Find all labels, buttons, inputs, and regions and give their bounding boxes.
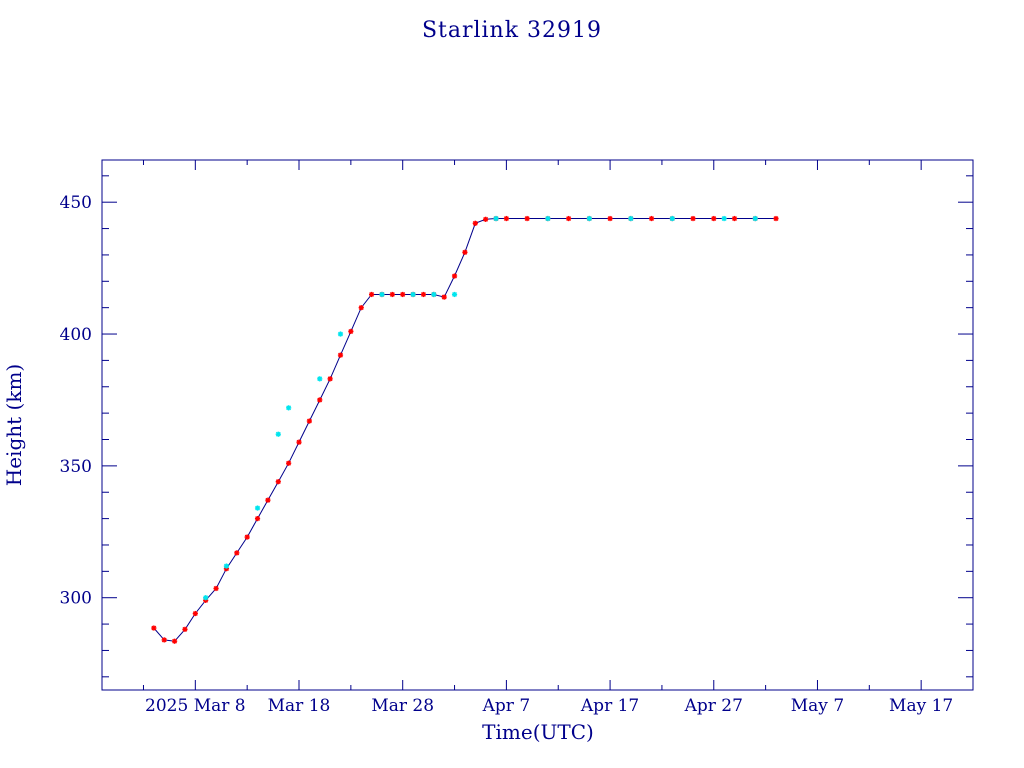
data-point xyxy=(752,215,758,222)
series-markers xyxy=(151,215,779,644)
y-tick-label: 350 xyxy=(60,457,92,477)
data-point xyxy=(348,328,354,334)
data-point xyxy=(358,305,364,311)
data-point xyxy=(462,249,468,255)
data-point xyxy=(244,534,250,540)
data-point xyxy=(721,215,727,222)
data-point xyxy=(441,294,447,300)
data-point xyxy=(254,505,261,511)
x-tick-label: Apr 17 xyxy=(580,696,639,716)
x-tick-label: Apr 27 xyxy=(684,696,743,716)
data-point xyxy=(545,215,551,222)
data-point xyxy=(669,215,675,222)
data-point xyxy=(265,497,271,503)
data-point xyxy=(628,215,634,222)
data-point xyxy=(379,291,385,298)
data-point xyxy=(286,405,292,411)
data-point xyxy=(234,550,240,556)
x-axis-ticks xyxy=(142,160,974,690)
y-axis-ticks xyxy=(102,175,973,678)
data-point xyxy=(223,563,230,569)
data-point xyxy=(493,215,499,222)
data-point xyxy=(182,626,188,632)
plot-frame xyxy=(101,159,974,691)
x-tick-label: 2025 Mar 8 xyxy=(145,696,246,716)
data-point xyxy=(286,460,292,466)
y-axis-tick-labels: 300 350 400 450 xyxy=(60,193,92,609)
chart-title: Starlink 32919 xyxy=(422,18,602,43)
data-point xyxy=(400,291,406,298)
data-point xyxy=(254,516,261,522)
data-point xyxy=(586,215,592,222)
data-point xyxy=(171,638,178,644)
data-point xyxy=(566,215,572,222)
x-tick-label: Apr 7 xyxy=(482,696,531,716)
data-point xyxy=(213,585,219,592)
y-tick-label: 300 xyxy=(60,589,92,609)
data-point xyxy=(503,215,509,222)
x-axis-label: Time(UTC) xyxy=(482,720,594,744)
data-point xyxy=(317,397,323,403)
data-point xyxy=(731,215,738,222)
x-tick-label: Mar 18 xyxy=(268,696,331,716)
x-tick-label: May 7 xyxy=(791,696,844,716)
data-point xyxy=(368,291,375,298)
data-point xyxy=(275,431,281,437)
data-point xyxy=(607,215,613,222)
data-point xyxy=(524,215,530,222)
data-point xyxy=(431,291,437,298)
data-point xyxy=(317,376,323,382)
data-point xyxy=(420,291,427,298)
data-point xyxy=(337,352,344,358)
data-point xyxy=(711,215,717,222)
data-point xyxy=(306,418,312,424)
y-axis-label: Height (km) xyxy=(2,364,26,486)
x-axis-tick-labels: 2025 Mar 8 Mar 18 Mar 28 Apr 7 Apr 17 Apr 27 M… xyxy=(145,696,953,716)
data-point xyxy=(410,291,416,298)
data-point xyxy=(451,291,458,298)
data-point xyxy=(161,637,167,643)
data-point xyxy=(389,291,395,298)
x-tick-label: May 17 xyxy=(889,696,953,716)
data-point xyxy=(327,376,333,382)
y-tick-label: 400 xyxy=(60,325,92,345)
data-point xyxy=(690,215,696,222)
data-point xyxy=(275,479,281,485)
series-lines xyxy=(153,218,776,642)
data-point xyxy=(648,215,655,222)
data-point xyxy=(451,273,458,279)
data-point xyxy=(483,216,489,222)
y-tick-label: 450 xyxy=(60,193,92,213)
data-point xyxy=(192,610,198,617)
data-point xyxy=(296,439,302,445)
data-point xyxy=(472,220,478,226)
x-tick-label: Mar 28 xyxy=(371,696,434,716)
data-point xyxy=(773,215,779,222)
data-point xyxy=(337,331,344,337)
data-point xyxy=(203,595,209,601)
height-line xyxy=(153,218,776,642)
data-point xyxy=(151,625,157,631)
